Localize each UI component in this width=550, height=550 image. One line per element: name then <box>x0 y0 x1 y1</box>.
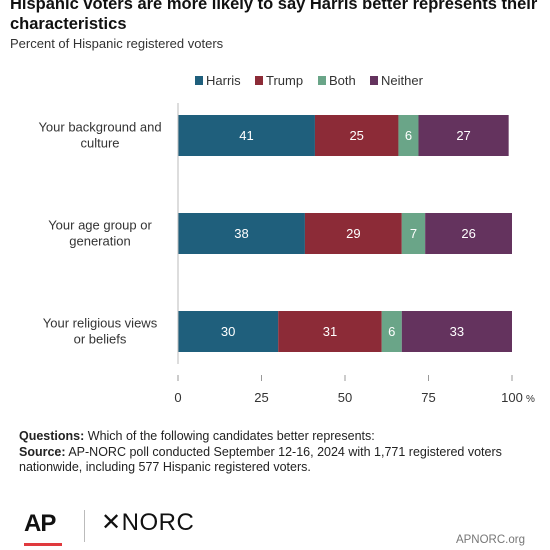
category-label: Your age group or generation <box>48 218 152 249</box>
tick-label: 0 <box>174 390 181 405</box>
category-label: Your religious views or beliefs <box>43 316 158 347</box>
source-note: Source: AP-NORC poll conducted September… <box>19 445 519 476</box>
bar-harris <box>178 311 279 352</box>
data-label-harris: 38 <box>234 226 248 241</box>
questions-text: Which of the following candidates better… <box>84 429 375 443</box>
legend-swatch-trump <box>255 76 263 85</box>
logo-divider <box>84 510 85 542</box>
tick-label: 75 <box>421 390 435 405</box>
bar-neither <box>418 115 509 156</box>
bar-both <box>398 115 419 156</box>
bar-harris <box>178 115 315 156</box>
bar-both <box>381 311 402 352</box>
bar-neither <box>425 213 512 254</box>
norc-logo: ✕NORC <box>101 509 195 536</box>
questions-note: Questions: Which of the following candid… <box>19 429 519 445</box>
legend-swatch-both <box>318 76 326 85</box>
legend-label-both: Both <box>329 73 356 88</box>
data-label-neither: 27 <box>456 128 470 143</box>
category-label: Your background and culture <box>38 120 161 151</box>
legend-label-trump: Trump <box>266 73 303 88</box>
bar-neither <box>401 311 512 352</box>
chart-title: Hispanic voters are more likely to say H… <box>10 0 538 33</box>
source-text: AP-NORC poll conducted September 12-16, … <box>19 444 502 475</box>
data-label-neither: 33 <box>450 324 464 339</box>
data-label-both: 6 <box>405 128 412 143</box>
legend-label-harris: Harris <box>206 73 241 88</box>
tick-label: 50 <box>338 390 352 405</box>
data-label-harris: 30 <box>221 324 235 339</box>
bar-harris <box>178 213 305 254</box>
bar-trump <box>314 115 399 156</box>
data-label-neither: 26 <box>461 226 475 241</box>
source-label: Source: <box>19 444 66 459</box>
tick-label: 100 <box>501 390 523 405</box>
ap-logo-bar <box>24 543 62 546</box>
ap-logo: AP <box>24 510 56 537</box>
data-label-trump: 31 <box>323 324 337 339</box>
questions-label: Questions: <box>19 429 85 443</box>
bar-trump <box>278 311 382 352</box>
data-label-both: 7 <box>410 226 417 241</box>
apnorc-url: APNORC.org <box>455 534 525 546</box>
axis-unit-label: % <box>526 394 535 405</box>
legend-swatch-harris <box>195 76 203 85</box>
stacked-bar-chart: Harris Trump Both Neither Your background an… <box>38 73 535 405</box>
bar-trump <box>304 213 402 254</box>
data-label-both: 6 <box>388 324 395 339</box>
chart-subtitle: Percent of Hispanic registered voters <box>10 36 224 51</box>
data-label-harris: 41 <box>239 128 253 143</box>
chart-notes: Questions: Which of the following candid… <box>19 429 519 476</box>
data-label-trump: 25 <box>349 128 363 143</box>
tick-label: 25 <box>254 390 268 405</box>
data-label-trump: 29 <box>346 226 360 241</box>
legend-swatch-neither <box>370 76 378 85</box>
bar-both <box>401 213 426 254</box>
legend-label-neither: Neither <box>381 73 424 88</box>
